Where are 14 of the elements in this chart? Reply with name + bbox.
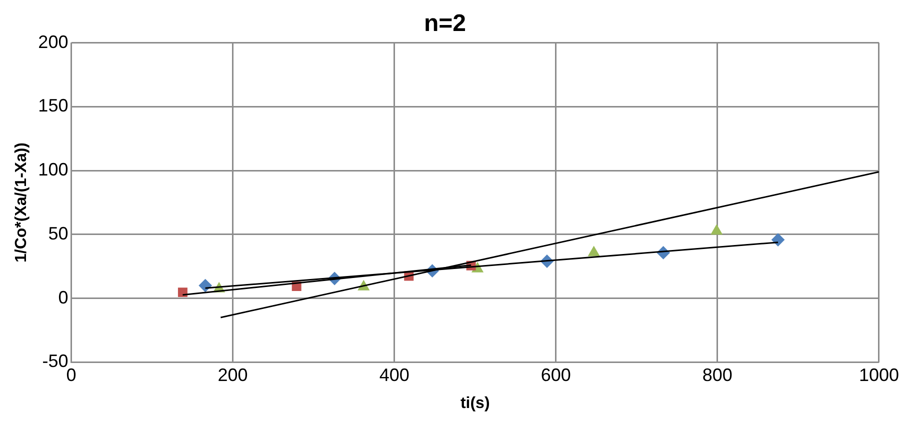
y-tick-label: 100 (38, 160, 68, 180)
x-tick-label: 200 (218, 364, 248, 385)
x-tick-label: 400 (379, 364, 410, 385)
x-tick-label: 600 (540, 364, 571, 385)
x-tick-label: 1000 (858, 364, 899, 385)
y-tick-label: 150 (38, 96, 68, 116)
y-tick-label: 0 (58, 287, 68, 308)
y-axis-title: 1/Co*(Xa/(1-Xa)) (13, 142, 30, 263)
x-tick-label: 800 (702, 364, 732, 385)
y-tick-label: 200 (38, 32, 68, 52)
x-axis-title: ti(s) (460, 394, 490, 412)
chart-title: n=2 (424, 10, 466, 38)
y-tick-label: -50 (42, 351, 68, 372)
y-tick-label: 50 (48, 223, 68, 244)
